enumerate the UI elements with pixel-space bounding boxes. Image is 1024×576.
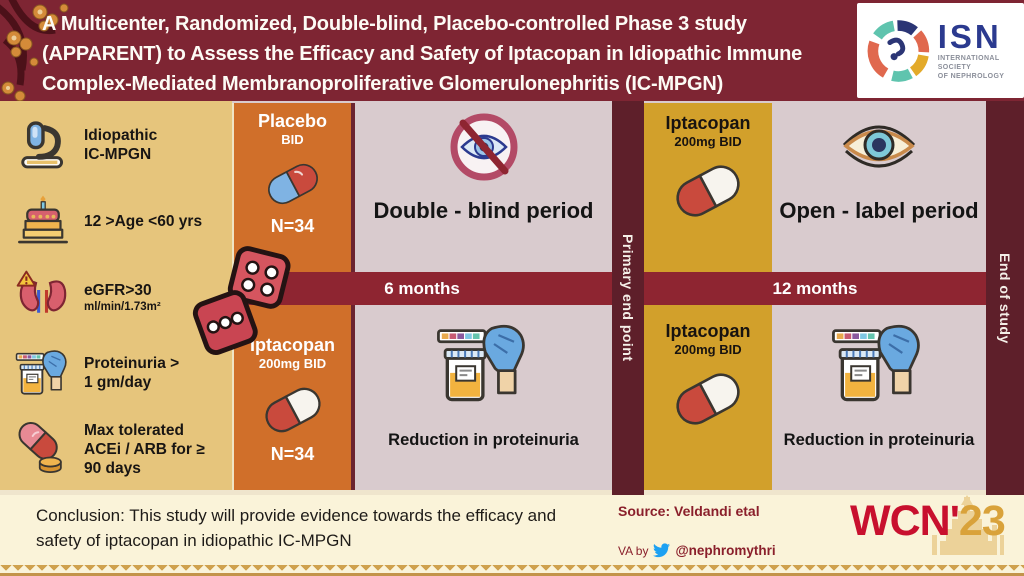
congress-prefix: WCN' xyxy=(850,497,960,545)
placebo-n: N=34 xyxy=(270,216,315,236)
twitter-handle-link[interactable]: @nephromythri xyxy=(675,543,776,558)
criteria-proteinuria: Proteinuria > 1 gm/day xyxy=(14,337,226,409)
microscope-icon xyxy=(21,121,64,169)
criteria-acei-arb: Max tolerated ACEi / ARB for ≥ 90 days xyxy=(14,413,226,485)
iptacopan-open-bottom-capsule-icon xyxy=(676,373,740,425)
congress-year: 23 xyxy=(958,497,1006,545)
open-eye-icon xyxy=(842,125,916,168)
footer-band: Conclusion: This study will provide evid… xyxy=(0,495,1024,576)
conclusion-text: Conclusion: This study will provide evid… xyxy=(36,506,557,550)
placebo-dose: BID xyxy=(281,132,304,147)
randomization-dice-icon xyxy=(188,244,296,361)
title-line-3: Complex-Mediated Membranoproliferative G… xyxy=(42,73,724,95)
header-band: A Multicenter, Randomized, Double-blind,… xyxy=(0,0,1024,102)
placebo-name: Placebo xyxy=(257,111,328,131)
isn-logo: ISN INTERNATIONAL SOCIETY OF NEPHROLOGY xyxy=(857,3,1024,98)
isn-kidney-icon xyxy=(867,19,930,82)
va-by-label: VA by xyxy=(618,543,649,558)
source-text: Source: Veldandi etal xyxy=(618,503,760,519)
pills-icon xyxy=(18,421,62,474)
blinded-eye-icon xyxy=(450,113,517,181)
floral-decoration xyxy=(0,0,69,102)
isn-acronym: ISN xyxy=(937,18,1002,55)
criteria-diagnosis-line-1: Idiopathic xyxy=(84,127,158,144)
proteinuria-test-icon xyxy=(436,324,525,402)
primary-endpoint-label: Primary end point xyxy=(620,234,636,362)
criteria-diagnosis-line-2: IC-MPGN xyxy=(84,146,152,163)
criteria-acei-line-1: Max tolerated xyxy=(84,421,184,439)
placebo-arm: Placebo BID N=34 xyxy=(234,111,351,237)
iptacopan-open-bottom-dose: 200mg BID xyxy=(674,342,742,357)
double-blind-duration: 6 months xyxy=(384,278,460,298)
criteria-diagnosis: Idiopathic IC-MPGN xyxy=(14,109,226,181)
primary-endpoint-band: Primary end point xyxy=(612,101,644,495)
study-title: A Multicenter, Randomized, Double-blind,… xyxy=(42,9,852,99)
blind-arms-column: Placebo BID N=34 Iptacopan 200mg BID N=3… xyxy=(232,103,355,495)
isn-subtitle-1: INTERNATIONAL SOCIETY xyxy=(937,55,1000,71)
double-blind-title: Double - blind period xyxy=(373,198,594,223)
iptacopan-open-bottom-name: Iptacopan xyxy=(665,321,751,341)
urine-test-icon xyxy=(15,350,67,395)
isn-subtitle-2: OF NEPHROLOGY xyxy=(937,73,1005,80)
iptacopan-open-top-dose: 200mg BID xyxy=(674,134,742,149)
open-label-duration: 12 months xyxy=(772,278,858,298)
open-label-title: Open - label period xyxy=(779,198,979,223)
proteinuria-test-icon xyxy=(832,324,920,402)
open-label-outcome: Reduction in proteinuria xyxy=(783,431,975,449)
end-of-study-band: End of study xyxy=(986,101,1024,495)
credit-row: VA by @nephromythri xyxy=(618,543,776,558)
iptacopan-blind-n: N=34 xyxy=(270,444,315,464)
iptacopan-open-top-capsule-icon xyxy=(676,165,740,217)
iptacopan-open-top-name: Iptacopan xyxy=(665,113,751,133)
criteria-proteinuria-line-1: Proteinuria > xyxy=(84,355,180,372)
criteria-egfr: eGFR>30 ml/min/1.73m² xyxy=(14,261,226,333)
end-of-study-label: End of study xyxy=(997,252,1013,344)
iptacopan-blind-arm: Iptacopan 200mg BID N=34 xyxy=(234,335,351,465)
temple-silhouette xyxy=(932,495,1004,555)
iptacopan-blind-name: Iptacopan xyxy=(249,335,335,355)
main-bottom-divider xyxy=(0,490,986,495)
criteria-age-line-1: 12 >Age <60 yrs xyxy=(84,212,203,230)
birthday-cake-icon xyxy=(18,195,68,244)
twitter-icon[interactable] xyxy=(653,543,671,558)
timeline-band: 6 months 12 months xyxy=(232,272,986,305)
title-line-2: (APPARENT) to Assess the Efficacy and Sa… xyxy=(42,43,803,65)
iptacopan-blind-capsule-icon xyxy=(264,387,321,433)
title-line-1: A Multicenter, Randomized, Double-blind,… xyxy=(42,13,747,35)
decorative-zigzag-border xyxy=(0,565,1024,576)
criteria-age: 12 >Age <60 yrs xyxy=(14,185,226,257)
placebo-capsule-icon xyxy=(267,163,318,205)
criteria-proteinuria-line-2: 1 gm/day xyxy=(84,374,152,391)
congress-logo: WCN'23 xyxy=(850,497,1006,546)
criteria-acei-line-2: ACEi / ARB for ≥ xyxy=(84,440,205,458)
criteria-egfr-line-2: ml/min/1.73m² xyxy=(84,300,161,313)
iptacopan-blind-dose: 200mg BID xyxy=(258,356,327,371)
kidney-warning-icon xyxy=(16,270,67,313)
criteria-acei-line-3: 90 days xyxy=(84,459,141,477)
iptacopan-open-bottom-arm: Iptacopan 200mg BID xyxy=(644,321,772,428)
iptacopan-open-top-arm: Iptacopan 200mg BID xyxy=(644,113,772,220)
inclusion-criteria-panel: Idiopathic IC-MPGN 12 >Age <60 yrs xyxy=(0,101,232,495)
double-blind-outcome: Reduction in proteinuria xyxy=(388,431,579,449)
criteria-egfr-line-1: eGFR>30 xyxy=(84,281,152,299)
